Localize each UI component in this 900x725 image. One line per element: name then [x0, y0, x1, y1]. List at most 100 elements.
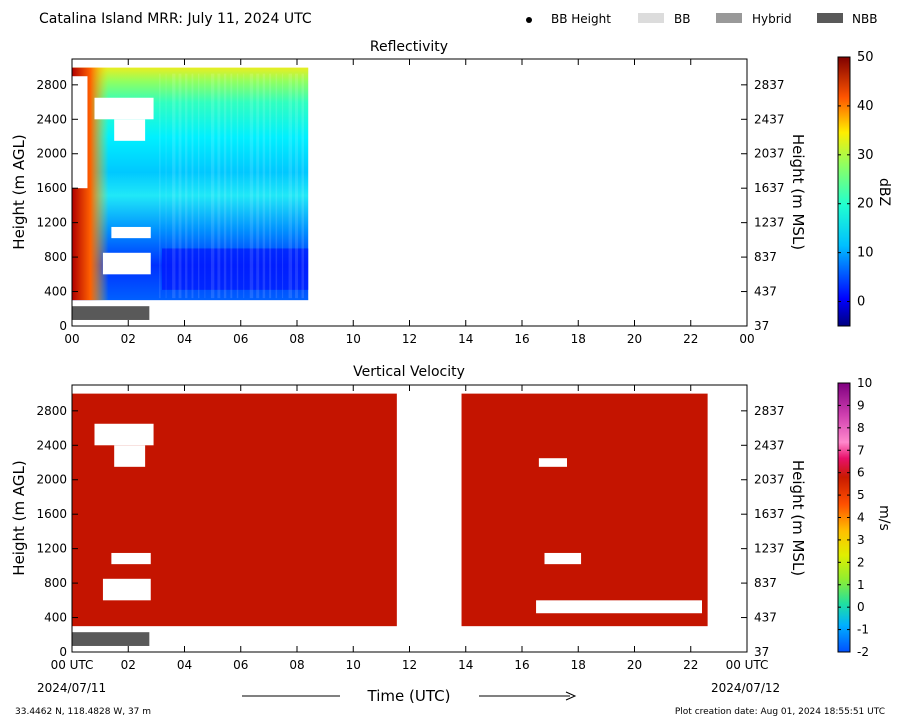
y-tick-label: 1200	[36, 216, 67, 230]
y-tick-label: 1200	[36, 542, 67, 556]
vertical-velocity-panel: Vertical Velocity 00 UTC 0 2 04 06 08 10 12 14 16…	[10, 364, 892, 672]
colorbar-tick-label: 50	[857, 50, 874, 65]
colorbar-tick-label: 5	[857, 488, 865, 502]
bb-height-marker	[526, 17, 532, 23]
y-tick-label-right: 437	[754, 285, 777, 299]
legend-label: BB Height	[551, 12, 611, 26]
y-tick-label-right: 1237	[754, 216, 785, 230]
velocity-field	[72, 393, 708, 646]
reflectivity-streak	[282, 73, 284, 299]
velocity-ylabel: Height (m AGL)	[10, 460, 28, 575]
y-tick-label-right: 2437	[754, 438, 785, 452]
x-tick-label: 00 UTC	[51, 658, 94, 672]
velocity-field-fill	[461, 393, 708, 627]
missing-data-gap	[544, 552, 582, 565]
reflectivity-colorbar-label: dBZ	[876, 178, 892, 206]
x-tick-label: 10	[346, 658, 361, 672]
header-legend: BB Height BB Hybrid NBB	[526, 12, 877, 26]
reflectivity-field	[72, 67, 310, 320]
x-tick-label: 00	[64, 332, 79, 346]
y-tick-label: 0	[59, 319, 67, 333]
reflectivity-ylabel-right: Height (m MSL)	[789, 134, 807, 250]
reflectivity-streak	[165, 73, 167, 299]
y-tick-label: 1600	[36, 181, 67, 195]
reflectivity-streak	[256, 73, 260, 299]
reflectivity-streak	[191, 73, 194, 299]
y-tick-label: 2000	[36, 473, 67, 487]
reflectivity-streak	[295, 73, 299, 299]
x-tick-label: 12	[402, 658, 417, 672]
reflectivity-streak	[275, 73, 278, 299]
missing-data-gap	[102, 578, 151, 601]
colorbar-tick-label: 10	[857, 376, 872, 390]
colorbar-tick-label: -2	[857, 645, 869, 659]
x-tick-label: 06	[233, 658, 248, 672]
missing-data-gap	[94, 97, 154, 120]
colorbar-tick-label: 8	[857, 421, 865, 435]
reflectivity-streak	[230, 73, 233, 299]
date-start: 2024/07/11	[37, 681, 106, 695]
arrowhead-icon	[565, 691, 577, 701]
missing-data-gap	[538, 458, 567, 467]
colorbar-tick-label: 0	[857, 600, 865, 614]
x-tick-label: 02	[121, 332, 136, 346]
reflectivity-streak	[262, 73, 266, 299]
x-tick-label: 12	[402, 332, 417, 346]
colorbar-tick-label: 2	[857, 555, 865, 569]
x-tick-label: 08	[289, 332, 304, 346]
reflectivity-colorbar: 0 10 20 30 40 50	[837, 50, 874, 327]
x-tick-label: 00	[739, 332, 754, 346]
legend-swatch-hybrid	[716, 13, 742, 23]
reflectivity-streak	[249, 73, 254, 299]
x-tick-label: 00 UTC	[726, 658, 769, 672]
plot-creation-date: Plot creation date: Aug 01, 2024 18:55:5…	[675, 707, 885, 717]
missing-data-gap	[94, 423, 154, 446]
reflectivity-streak	[236, 73, 239, 299]
x-tick-label: 18	[571, 658, 586, 672]
colorbar-tick-label: -1	[857, 623, 869, 637]
reflectivity-streak	[301, 73, 305, 299]
x-tick-label: 16	[514, 658, 529, 672]
velocity-ylabel-right: Height (m MSL)	[789, 460, 807, 576]
x-tick-label: 04	[177, 658, 192, 672]
x-tick-label: 20	[627, 332, 642, 346]
colorbar-tick-label: 30	[857, 148, 874, 163]
y-tick-label-right: 1637	[754, 507, 785, 521]
y-tick-label-right: 837	[754, 250, 777, 264]
colorbar-tick-label: 0	[857, 295, 865, 310]
y-tick-label: 1600	[36, 507, 67, 521]
reflectivity-streak	[269, 73, 272, 299]
y-tick-label-right: 437	[754, 611, 777, 625]
x-tick-label: 14	[458, 658, 473, 672]
y-tick-label: 800	[44, 250, 67, 264]
colorbar-tick-label: 3	[857, 533, 865, 547]
missing-data-gap	[102, 252, 151, 275]
x-axis-label: Time (UTC)	[367, 687, 451, 705]
x-tick-label: 18	[571, 332, 586, 346]
figure-title: Catalina Island MRR: July 11, 2024 UTC	[39, 11, 312, 27]
colorbar-tick-label: 9	[857, 398, 865, 412]
reflectivity-low-band	[162, 248, 309, 290]
colorbar-tick-label: 20	[857, 197, 874, 212]
missing-data-gap	[111, 226, 151, 239]
missing-data-gap	[111, 552, 151, 565]
velocity-title: Vertical Velocity	[353, 364, 465, 380]
reflectivity-streak	[307, 73, 310, 299]
colorbar-tick-label: 10	[857, 246, 874, 261]
legend-label: Hybrid	[752, 12, 792, 26]
colorbar-tick-label: 7	[857, 443, 865, 457]
date-end: 2024/07/12	[711, 681, 780, 695]
station-coordinates: 33.4462 N, 118.4828 W, 37 m	[15, 707, 151, 717]
y-tick-label-right: 2837	[754, 78, 785, 92]
missing-data-gap	[114, 445, 146, 467]
reflectivity-panel: Reflectivity 00 02 04 06 08 10 12 14 16 18 20 22 000…	[10, 39, 892, 346]
x-tick-label: 22	[683, 658, 698, 672]
missing-data-gap	[72, 76, 88, 189]
y-tick-label: 2400	[36, 112, 67, 126]
x-tick-label: 06	[233, 332, 248, 346]
y-tick-label: 2000	[36, 147, 67, 161]
y-tick-label-right: 1637	[754, 181, 785, 195]
reflectivity-streak	[223, 73, 227, 299]
x-tick-label: 08	[289, 658, 304, 672]
reflectivity-streak	[159, 73, 161, 299]
